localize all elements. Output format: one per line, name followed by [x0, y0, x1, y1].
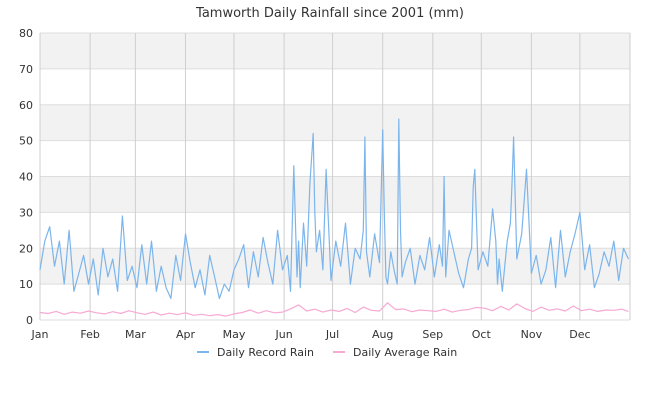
- series-line-record: [39, 118, 629, 300]
- x-tick-label-oct: Oct: [472, 328, 492, 341]
- legend-label: Daily Average Rain: [353, 346, 457, 359]
- plot-band: [40, 104, 630, 141]
- y-tick-label: 60: [19, 99, 33, 112]
- y-tick-label: 30: [19, 206, 33, 219]
- y-tick-label: 20: [19, 242, 33, 255]
- chart-title: Tamworth Daily Rainfall since 2001 (mm): [195, 6, 464, 21]
- y-tick-label: 10: [19, 278, 33, 291]
- legend[interactable]: Daily Record Rain Daily Average Rain: [197, 346, 457, 359]
- x-tick-label-may: May: [223, 328, 246, 341]
- plot-band: [40, 176, 630, 213]
- x-tick-label-apr: Apr: [176, 328, 196, 341]
- x-tick-label-nov: Nov: [521, 328, 543, 341]
- x-tick-label-jul: Jul: [325, 328, 339, 341]
- y-tick-label: 40: [19, 171, 33, 184]
- x-tick-label-aug: Aug: [372, 328, 393, 341]
- x-tick-label-mar: Mar: [125, 328, 146, 341]
- x-tick-label-feb: Feb: [80, 328, 99, 341]
- legend-item-record[interactable]: Daily Record Rain: [197, 346, 314, 359]
- y-tick-label: 80: [19, 27, 33, 40]
- gridlines: [39, 32, 631, 321]
- y-axis-ticks: 0 10 20 30 40 50 60 70 80: [19, 27, 33, 327]
- series-lines: [39, 118, 629, 317]
- legend-item-average[interactable]: Daily Average Rain: [333, 346, 457, 359]
- series-line-average: [39, 302, 629, 317]
- x-tick-label-jun: Jun: [274, 328, 292, 341]
- x-axis-ticks: Jan Feb Mar Apr May Jun Jul Aug Sep Oct Nov Dec: [31, 328, 591, 341]
- y-tick-label: 50: [19, 135, 33, 148]
- x-tick-label-dec: Dec: [569, 328, 590, 341]
- y-tick-label: 70: [19, 63, 33, 76]
- plot-band: [40, 33, 630, 69]
- y-tick-label: 0: [26, 314, 33, 327]
- x-tick-label-sep: Sep: [422, 328, 443, 341]
- x-tick-label-jan: Jan: [31, 328, 49, 341]
- legend-label: Daily Record Rain: [217, 346, 314, 359]
